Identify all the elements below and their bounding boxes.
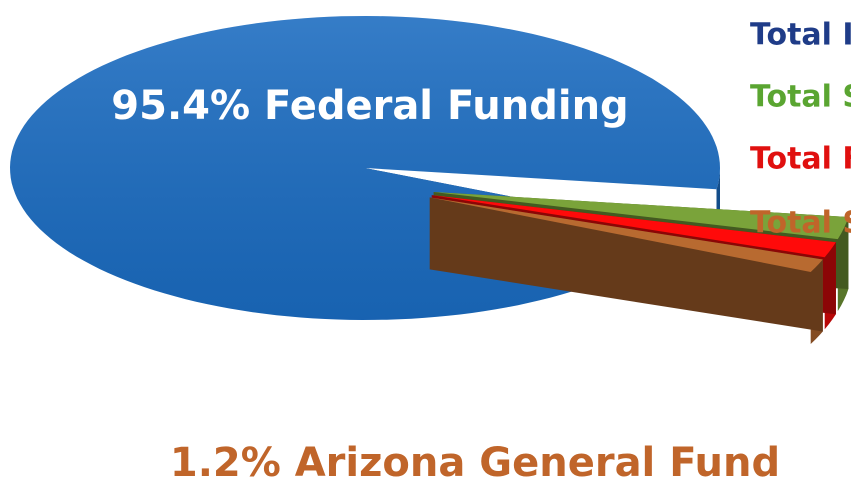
data-label: 1.2% Arizona General Fund	[170, 440, 780, 486]
data-label: 95.4% Federal Funding	[111, 83, 628, 129]
slice	[429, 197, 823, 272]
legend-label: Total I	[750, 18, 851, 53]
legend-label: Total S	[750, 80, 851, 115]
legend-label: Total F	[750, 142, 851, 177]
slice	[431, 195, 836, 258]
slice	[433, 192, 849, 240]
legend-label: Total S	[750, 206, 851, 241]
slice-cut	[429, 197, 823, 332]
